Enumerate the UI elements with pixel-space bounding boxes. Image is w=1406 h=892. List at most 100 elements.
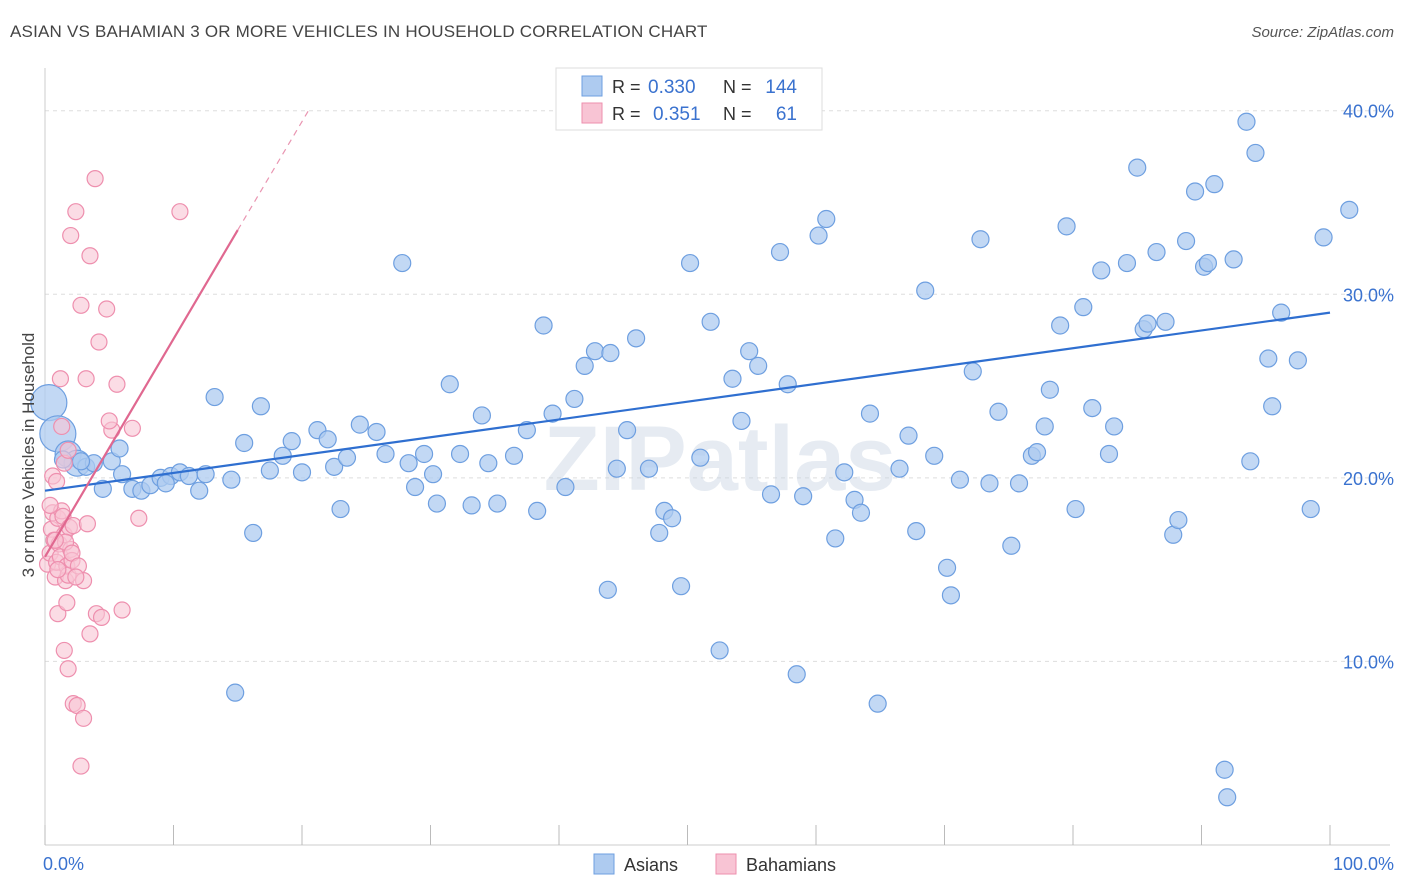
asian-point: [1263, 397, 1282, 416]
asian-point: [190, 481, 209, 500]
asian-point: [423, 465, 443, 484]
asian-point: [749, 356, 768, 375]
asian-point: [414, 444, 434, 464]
bahamian-point: [92, 608, 111, 626]
asian-point: [650, 523, 669, 543]
asian-point: [504, 446, 524, 465]
asian-point: [817, 209, 836, 229]
asian-point: [1009, 474, 1029, 493]
asian-point: [1035, 417, 1054, 436]
asian-point: [251, 397, 270, 416]
asian-point: [826, 529, 845, 548]
asian-point: [517, 421, 536, 440]
asian-point: [93, 479, 112, 498]
bahamian-point: [113, 601, 131, 619]
asian-point: [488, 494, 507, 513]
asian-point: [556, 477, 575, 497]
asian-point: [761, 485, 781, 504]
bahamian-trend-extension: [237, 110, 309, 231]
bahamian-point: [78, 515, 97, 533]
watermark: ZIPatlas: [544, 408, 897, 510]
asian-point: [1105, 417, 1124, 436]
asian-point: [1218, 788, 1237, 807]
asian-point: [809, 226, 828, 245]
asian-point: [639, 459, 659, 478]
asian-point: [732, 411, 751, 431]
asian-point: [950, 470, 970, 489]
asian-point: [585, 342, 605, 361]
asian-point: [282, 432, 301, 451]
asian-point: [376, 444, 395, 464]
asian-point: [971, 230, 990, 249]
legend-n-value-bahamians: 61: [776, 104, 797, 125]
asian-point: [835, 463, 854, 482]
bottom-legend-bahamians: Bahamians: [746, 855, 836, 875]
bahamian-point: [98, 300, 116, 318]
asian-point: [405, 477, 425, 497]
asian-point: [350, 415, 369, 434]
asian-point: [110, 439, 129, 458]
asian-point: [1215, 760, 1234, 779]
asian-point: [1027, 443, 1047, 462]
bahamian-point: [100, 412, 118, 430]
asian-point: [472, 406, 491, 425]
asian-point: [1246, 143, 1265, 163]
y-tick-label: 40.0%: [1343, 102, 1394, 122]
asian-point: [1002, 536, 1021, 555]
bottom-legend-swatch-bahamians: [715, 853, 737, 875]
asian-point: [980, 474, 999, 493]
asian-point: [916, 281, 935, 300]
asian-point: [618, 421, 637, 440]
bahamian-point: [49, 561, 67, 579]
asian-point: [292, 463, 312, 482]
asian-point: [367, 422, 386, 442]
asian-trend-line: [44, 311, 1331, 492]
trend-lines: [44, 110, 1331, 558]
bahamian-point: [55, 641, 73, 660]
legend-swatch-bahamians: [581, 102, 603, 124]
asian-point: [260, 461, 279, 480]
asian-point: [1288, 351, 1307, 370]
asian-point: [543, 404, 562, 423]
bottom-legend-asians: Asians: [624, 855, 678, 875]
asian-point: [941, 586, 961, 605]
asian-point: [710, 641, 729, 660]
bahamian-point: [72, 296, 90, 314]
bahamian-point: [171, 203, 189, 221]
asian-point: [244, 523, 263, 543]
bahamian-point: [86, 170, 104, 188]
asian-point: [1040, 380, 1059, 399]
bahamian-point: [47, 472, 66, 491]
bahamian-trend-line: [44, 229, 239, 558]
asian-point: [1138, 314, 1157, 333]
asian-point: [479, 454, 498, 473]
asian-point: [1185, 182, 1205, 201]
asian-point: [1314, 228, 1333, 247]
asian-point: [1066, 499, 1085, 519]
bahamian-point: [67, 203, 85, 221]
asian-point: [1176, 231, 1196, 251]
bahamian-point: [90, 333, 108, 351]
asian-point: [778, 375, 797, 394]
legend-r-label-asians: R =: [612, 77, 641, 97]
bottom-legend: Asians Bahamians: [593, 853, 836, 875]
asian-point: [770, 242, 790, 262]
bahamian-point: [53, 417, 71, 436]
asian-point: [565, 389, 584, 409]
asian-point: [1340, 200, 1359, 219]
asian-point: [450, 444, 470, 464]
asian-point: [528, 501, 547, 520]
asian-point: [1099, 444, 1119, 464]
asian-point: [1272, 303, 1291, 322]
asian-point: [440, 375, 459, 394]
asian-point: [318, 430, 337, 449]
asian-point: [890, 459, 909, 478]
legend-n-label-bahamians: N =: [723, 104, 752, 124]
bahamian-point: [130, 509, 148, 527]
asian-point: [1128, 158, 1147, 177]
asian-point: [1301, 499, 1320, 519]
asian-point: [337, 448, 357, 467]
asian-points: [30, 112, 1359, 807]
asian-point: [273, 446, 292, 465]
